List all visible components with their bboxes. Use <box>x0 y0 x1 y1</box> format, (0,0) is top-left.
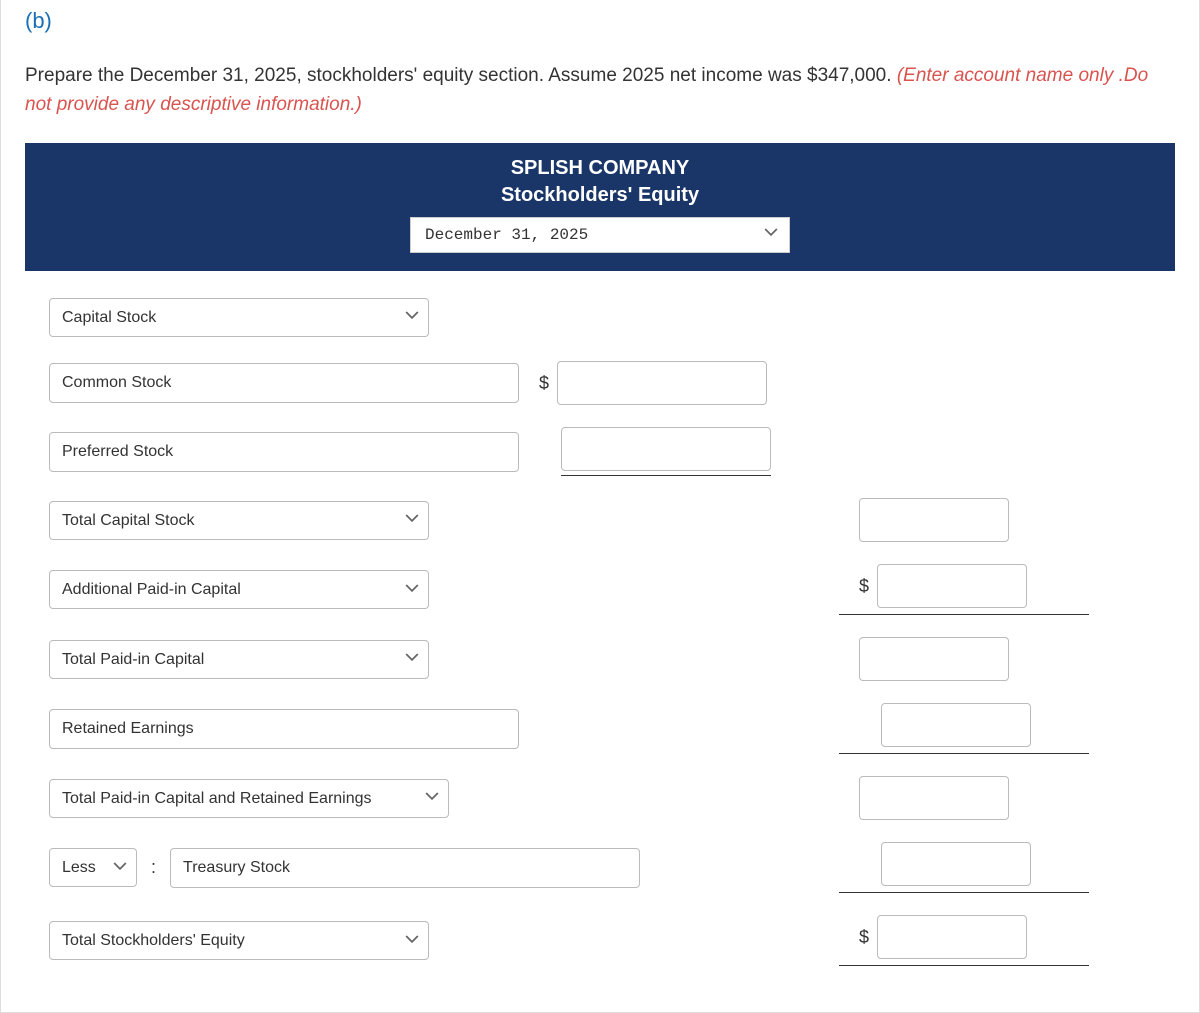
treasury-stock-input[interactable] <box>170 848 640 888</box>
row-common-stock: $ <box>49 361 1175 405</box>
common-stock-input[interactable] <box>49 363 519 403</box>
total-pic-select[interactable]: Total Paid-in Capital <box>49 640 429 679</box>
row-total-stockholders-equity: Total Stockholders' Equity $ <box>49 915 1175 966</box>
total-se-select-wrap: Total Stockholders' Equity <box>49 921 429 960</box>
statement-header: SPLISH COMPANY Stockholders' Equity Dece… <box>25 143 1175 271</box>
less-select-wrap: Less <box>49 848 137 887</box>
date-select-wrap: December 31, 2025 <box>410 217 790 253</box>
form-area: Capital Stock $ <box>25 271 1175 966</box>
common-stock-amount[interactable] <box>557 361 767 405</box>
dollar-sign: $ <box>859 927 869 948</box>
capital-stock-select-wrap: Capital Stock <box>49 298 429 337</box>
prompt-main: Prepare the December 31, 2025, stockhold… <box>25 65 897 86</box>
row-total-paid-in-capital: Total Paid-in Capital <box>49 637 1175 681</box>
question-prompt: Prepare the December 31, 2025, stockhold… <box>25 62 1175 119</box>
colon: : <box>151 857 156 878</box>
dollar-sign: $ <box>539 373 549 394</box>
total-capital-stock-select-wrap: Total Capital Stock <box>49 501 429 540</box>
row-retained-earnings <box>49 703 1175 754</box>
total-se-amount[interactable] <box>877 915 1027 959</box>
apic-amount[interactable] <box>877 564 1027 608</box>
total-pic-re-amount[interactable] <box>859 776 1009 820</box>
capital-stock-select[interactable]: Capital Stock <box>49 298 429 337</box>
row-less-treasury: Less : <box>49 842 1175 893</box>
row-capital-stock: Capital Stock <box>49 295 1175 339</box>
statement-title: Stockholders' Equity <box>25 184 1175 207</box>
row-total-pic-and-re: Total Paid-in Capital and Retained Earni… <box>49 776 1175 820</box>
apic-select-wrap: Additional Paid-in Capital <box>49 570 429 609</box>
preferred-stock-input[interactable] <box>49 432 519 472</box>
date-select[interactable]: December 31, 2025 <box>410 217 790 253</box>
retained-earnings-amount[interactable] <box>881 703 1031 747</box>
question-container: (b) Prepare the December 31, 2025, stock… <box>0 0 1200 1013</box>
apic-select[interactable]: Additional Paid-in Capital <box>49 570 429 609</box>
row-additional-paid-in-capital: Additional Paid-in Capital $ <box>49 564 1175 615</box>
less-select[interactable]: Less <box>49 848 137 887</box>
total-pic-select-wrap: Total Paid-in Capital <box>49 640 429 679</box>
preferred-stock-amount[interactable] <box>561 427 771 471</box>
total-capital-stock-select[interactable]: Total Capital Stock <box>49 501 429 540</box>
total-pic-re-select-wrap: Total Paid-in Capital and Retained Earni… <box>49 779 449 818</box>
row-total-capital-stock: Total Capital Stock <box>49 498 1175 542</box>
total-se-select[interactable]: Total Stockholders' Equity <box>49 921 429 960</box>
retained-earnings-input[interactable] <box>49 709 519 749</box>
row-preferred-stock <box>49 427 1175 476</box>
total-pic-amount[interactable] <box>859 637 1009 681</box>
dollar-sign: $ <box>859 576 869 597</box>
total-pic-re-select[interactable]: Total Paid-in Capital and Retained Earni… <box>49 779 449 818</box>
subtotal-underline <box>561 427 771 476</box>
treasury-stock-amount[interactable] <box>881 842 1031 886</box>
total-capital-stock-amount[interactable] <box>859 498 1009 542</box>
company-name: SPLISH COMPANY <box>25 157 1175 180</box>
part-label: (b) <box>25 0 1175 38</box>
